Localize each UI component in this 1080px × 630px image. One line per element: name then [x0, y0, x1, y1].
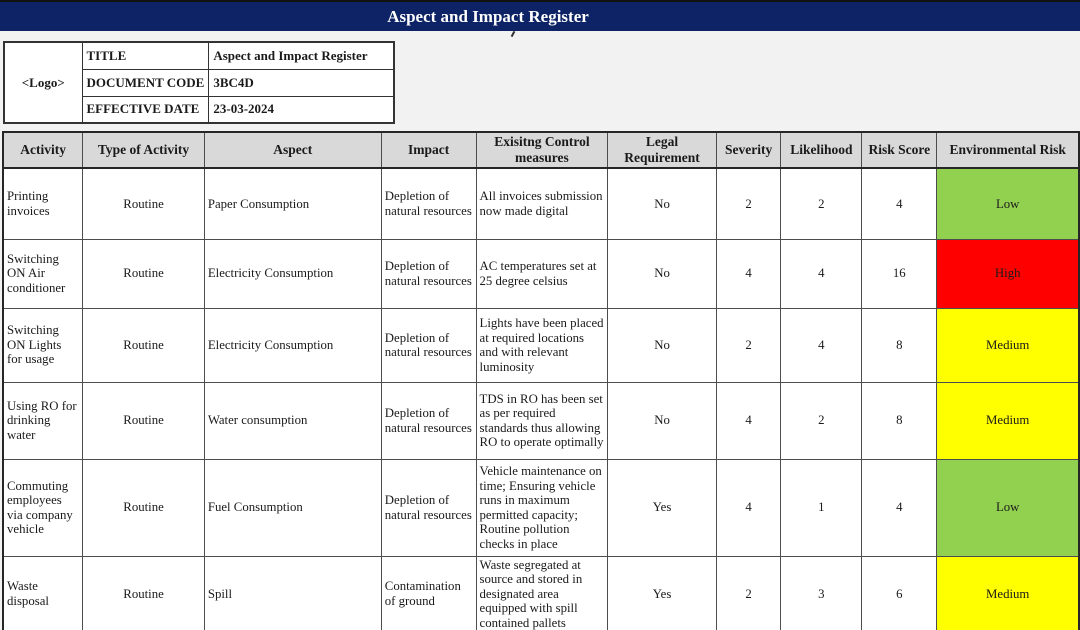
col-header-legal: Legal Requirement	[607, 131, 717, 169]
top-border-line	[0, 0, 1080, 2]
cell-type: Routine	[82, 167, 205, 240]
col-header-likelihood: Likelihood	[780, 131, 863, 169]
cell-risk-score: 8	[861, 381, 938, 460]
cell-legal: No	[607, 167, 717, 240]
cell-controls: Waste segregated at source and stored in…	[475, 555, 609, 630]
table-row: Printing invoices Routine Paper Consumpt…	[2, 167, 1080, 240]
cell-aspect: Spill	[203, 555, 382, 630]
cell-legal: No	[607, 238, 717, 309]
cell-controls: Lights have been placed at required loca…	[475, 307, 609, 383]
cell-severity: 4	[715, 238, 782, 309]
aspect-impact-register-table: Activity Type of Activity Aspect Impact …	[2, 131, 1080, 630]
cell-activity: Waste disposal	[2, 555, 84, 630]
cell-aspect: Paper Consumption	[203, 167, 382, 240]
cell-aspect: Electricity Consumption	[203, 307, 382, 383]
stray-tick-mark	[510, 30, 516, 38]
cell-controls: Vehicle maintenance on time; Ensuring ve…	[475, 458, 609, 557]
table-row: Switching ON Air conditioner Routine Ele…	[2, 238, 1080, 309]
cell-legal: Yes	[607, 458, 717, 557]
col-header-env-risk: Environmental Risk	[936, 131, 1080, 169]
cell-severity: 4	[715, 381, 782, 460]
cell-activity: Using RO for drinking water	[2, 381, 84, 460]
document-title-bar: Aspect and Impact Register	[0, 2, 1080, 31]
cell-legal: Yes	[607, 555, 717, 630]
cell-env-risk: Medium	[936, 555, 1080, 630]
cell-impact: Depletion of natural resources	[380, 307, 477, 383]
cell-controls: AC temperatures set at 25 degree celsius	[475, 238, 609, 309]
cell-aspect: Fuel Consumption	[203, 458, 382, 557]
cell-likelihood: 2	[780, 381, 863, 460]
cell-controls: TDS in RO has been set as per required s…	[475, 381, 609, 460]
cell-aspect: Electricity Consumption	[203, 238, 382, 309]
col-header-aspect: Aspect	[203, 131, 382, 169]
cell-activity: Switching ON Lights for usage	[2, 307, 84, 383]
cell-env-risk: Medium	[936, 307, 1080, 383]
cell-activity: Printing invoices	[2, 167, 84, 240]
doc-code-value: 3BC4D	[208, 68, 395, 97]
table-row: Using RO for drinking water Routine Wate…	[2, 381, 1080, 460]
cell-risk-score: 4	[861, 458, 938, 557]
cell-activity: Commuting employees via company vehicle	[2, 458, 84, 557]
cell-severity: 2	[715, 307, 782, 383]
table-row: Commuting employees via company vehicle …	[2, 458, 1080, 557]
cell-legal: No	[607, 307, 717, 383]
cell-likelihood: 4	[780, 238, 863, 309]
cell-impact: Depletion of natural resources	[380, 381, 477, 460]
cell-risk-score: 6	[861, 555, 938, 630]
doc-info-row-code: DOCUMENT CODE 3BC4D	[4, 68, 395, 97]
cell-likelihood: 3	[780, 555, 863, 630]
doc-info-row-title: <Logo> TITLE Aspect and Impact Register	[3, 41, 395, 124]
cell-controls: All invoices submission now made digital	[475, 167, 609, 240]
page-title: Aspect and Impact Register	[387, 7, 589, 26]
cell-env-risk: Low	[936, 167, 1080, 240]
cell-type: Routine	[82, 307, 205, 383]
col-header-type: Type of Activity	[82, 131, 205, 169]
doc-date-label: EFFECTIVE DATE	[81, 95, 210, 124]
cell-severity: 4	[715, 458, 782, 557]
col-header-activity: Activity	[2, 131, 84, 169]
col-header-risk-score: Risk Score	[861, 131, 938, 169]
cell-risk-score: 16	[861, 238, 938, 309]
cell-likelihood: 4	[780, 307, 863, 383]
document-info-table: <Logo> TITLE Aspect and Impact Register …	[3, 41, 395, 124]
doc-date-value: 23-03-2024	[208, 95, 395, 124]
cell-type: Routine	[82, 555, 205, 630]
cell-legal: No	[607, 381, 717, 460]
cell-severity: 2	[715, 167, 782, 240]
doc-title-value: Aspect and Impact Register	[208, 41, 395, 70]
cell-severity: 2	[715, 555, 782, 630]
cell-impact: Depletion of natural resources	[380, 167, 477, 240]
cell-likelihood: 2	[780, 167, 863, 240]
cell-aspect: Water consumption	[203, 381, 382, 460]
cell-env-risk: Low	[936, 458, 1080, 557]
register-header-row: Activity Type of Activity Aspect Impact …	[2, 131, 1080, 169]
cell-impact: Contamination of ground	[380, 555, 477, 630]
doc-title-label: TITLE	[81, 41, 210, 70]
col-header-controls: Exisitng Control measures	[475, 131, 609, 169]
cell-risk-score: 8	[861, 307, 938, 383]
cell-type: Routine	[82, 238, 205, 309]
cell-likelihood: 1	[780, 458, 863, 557]
cell-type: Routine	[82, 458, 205, 557]
cell-env-risk: Medium	[936, 381, 1080, 460]
cell-impact: Depletion of natural resources	[380, 458, 477, 557]
doc-info-row-date: EFFECTIVE DATE 23-03-2024	[4, 95, 395, 124]
table-row: Switching ON Lights for usage Routine El…	[2, 307, 1080, 383]
cell-risk-score: 4	[861, 167, 938, 240]
cell-env-risk: High	[936, 238, 1080, 309]
doc-code-label: DOCUMENT CODE	[81, 68, 210, 97]
logo-placeholder: <Logo>	[3, 41, 83, 124]
table-row: Waste disposal Routine Spill Contaminati…	[2, 555, 1080, 630]
cell-activity: Switching ON Air conditioner	[2, 238, 84, 309]
cell-impact: Depletion of natural resources	[380, 238, 477, 309]
col-header-severity: Severity	[715, 131, 782, 169]
cell-type: Routine	[82, 381, 205, 460]
col-header-impact: Impact	[380, 131, 477, 169]
